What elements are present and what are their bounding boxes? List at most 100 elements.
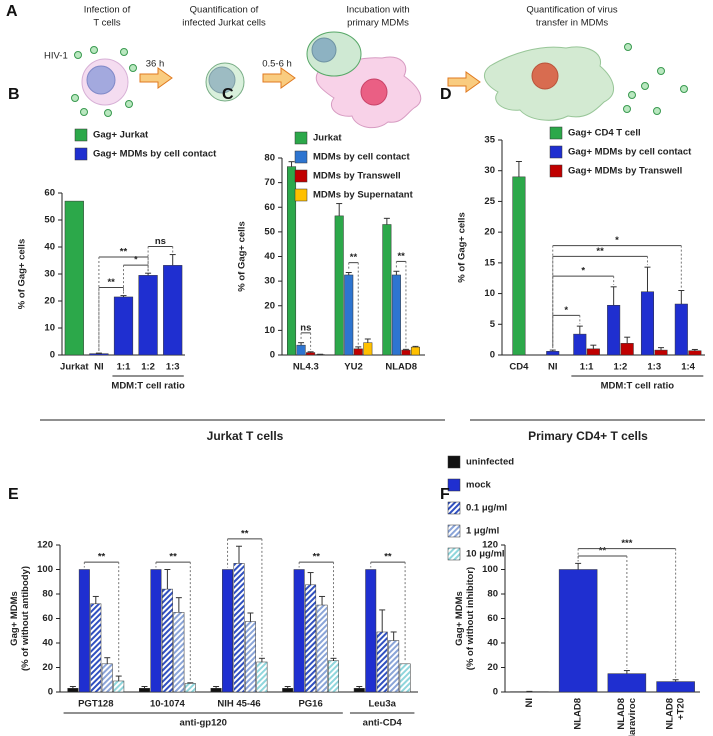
- y-tick-label: 0: [270, 350, 275, 361]
- bar: [138, 275, 158, 356]
- panel-letter: C: [222, 86, 234, 103]
- significance-label: ***: [621, 538, 632, 549]
- y-tick-label: 80: [264, 153, 275, 164]
- step-label: Incubation with: [346, 5, 409, 16]
- y-tick-label: 60: [44, 188, 55, 199]
- bar: [90, 603, 102, 693]
- virion: [680, 85, 688, 93]
- significance-label: *: [134, 255, 138, 266]
- x-tick-label: PG16: [298, 699, 322, 710]
- bar: [654, 349, 668, 356]
- virion: [90, 46, 98, 54]
- significance-label: *: [581, 266, 585, 277]
- bar: [573, 333, 587, 356]
- bar: [222, 569, 234, 693]
- y-tick-label: 0: [48, 687, 53, 698]
- significance-label: **: [350, 252, 358, 263]
- virion: [624, 43, 632, 51]
- bar: [173, 612, 185, 693]
- y-tick-label: 120: [37, 540, 53, 551]
- virion: [623, 105, 631, 113]
- legend-label: Gag+ CD4 T cell: [568, 128, 641, 139]
- legend-swatch: [447, 524, 461, 538]
- virion: [641, 82, 649, 90]
- significance-label: **: [241, 528, 249, 539]
- significance-label: **: [397, 251, 405, 262]
- y-tick-label: 40: [264, 251, 275, 262]
- bar: [399, 663, 411, 693]
- x-tick-label: 10-1074: [150, 699, 186, 710]
- x-tick-label: NIH 45-46: [217, 699, 260, 710]
- x-tick-label: Jurkat: [60, 362, 89, 373]
- y-tick-label: 15: [484, 257, 495, 268]
- virion: [80, 108, 88, 116]
- y-axis-label: % of Gag+ cells: [457, 212, 468, 283]
- significance-label: **: [107, 277, 115, 288]
- arrow: [262, 67, 296, 89]
- legend-swatch: [549, 145, 563, 159]
- bar: [233, 563, 245, 693]
- bar: [328, 660, 339, 693]
- bar: [607, 304, 621, 356]
- x-tick-label: + Maraviroc: [627, 698, 638, 736]
- significance-label: ns: [300, 322, 311, 333]
- bar: [363, 342, 373, 356]
- legend-label: 1 μg/ml: [466, 526, 499, 537]
- group-label: anti-gp120: [179, 718, 227, 729]
- bar: [620, 343, 634, 356]
- legend-swatch: [294, 188, 308, 202]
- legend-swatch: [447, 547, 461, 561]
- y-tick-label: 40: [42, 638, 53, 649]
- bar: [67, 688, 79, 693]
- x-tick-label: PGT128: [78, 699, 113, 710]
- x-tick-label: NLAD8: [616, 698, 627, 730]
- y-tick-label: 10: [44, 323, 55, 334]
- bar: [353, 348, 363, 356]
- y-tick-label: 5: [490, 319, 496, 330]
- bar: [401, 349, 411, 356]
- x-tick-label: 1:1: [580, 362, 594, 373]
- y-tick-label: 60: [264, 202, 275, 213]
- nucleus: [311, 37, 337, 63]
- legend-swatch: [294, 131, 308, 145]
- x-tick-label: 1:3: [166, 362, 180, 373]
- bar: [656, 681, 695, 693]
- virion: [104, 109, 112, 117]
- virion: [628, 91, 636, 99]
- significance-label: *: [615, 235, 619, 246]
- y-tick-label: 20: [42, 662, 53, 673]
- x-tick-label: Leu3a: [368, 699, 396, 710]
- x-tick-label: +T20: [676, 698, 687, 720]
- bar: [607, 673, 647, 693]
- legend-label: MDMs by Transwell: [313, 171, 401, 182]
- bar: [161, 588, 173, 693]
- x-tick-label: YU2: [344, 362, 362, 373]
- step-label: T cells: [93, 18, 121, 29]
- step-label: Infection of: [84, 5, 131, 16]
- y-axis-label: % of Gag+ cells: [237, 221, 248, 292]
- y-tick-label: 35: [484, 135, 495, 146]
- nucleus: [360, 78, 388, 106]
- legend-swatch: [74, 147, 88, 161]
- y-tick-label: 100: [482, 564, 498, 575]
- bar: [163, 265, 183, 356]
- significance-label: *: [564, 305, 568, 316]
- y-axis-label: Gag+ MDMs: [454, 591, 465, 646]
- legend-swatch: [447, 501, 461, 515]
- significance-label: **: [98, 552, 106, 563]
- bar: [78, 569, 90, 693]
- y-axis-label: (% of without inhibitor): [465, 567, 476, 670]
- step-label: infected Jurkat cells: [182, 18, 266, 29]
- y-tick-label: 40: [487, 638, 498, 649]
- y-tick-label: 20: [264, 300, 275, 311]
- panel-a: A Infection of T cells Quantification of…: [6, 3, 688, 129]
- bar: [113, 680, 125, 693]
- bar: [306, 352, 316, 356]
- y-tick-label: 100: [37, 564, 53, 575]
- virion: [71, 94, 79, 102]
- significance-label: **: [169, 552, 177, 563]
- y-tick-label: 20: [484, 227, 495, 238]
- bar: [586, 348, 600, 356]
